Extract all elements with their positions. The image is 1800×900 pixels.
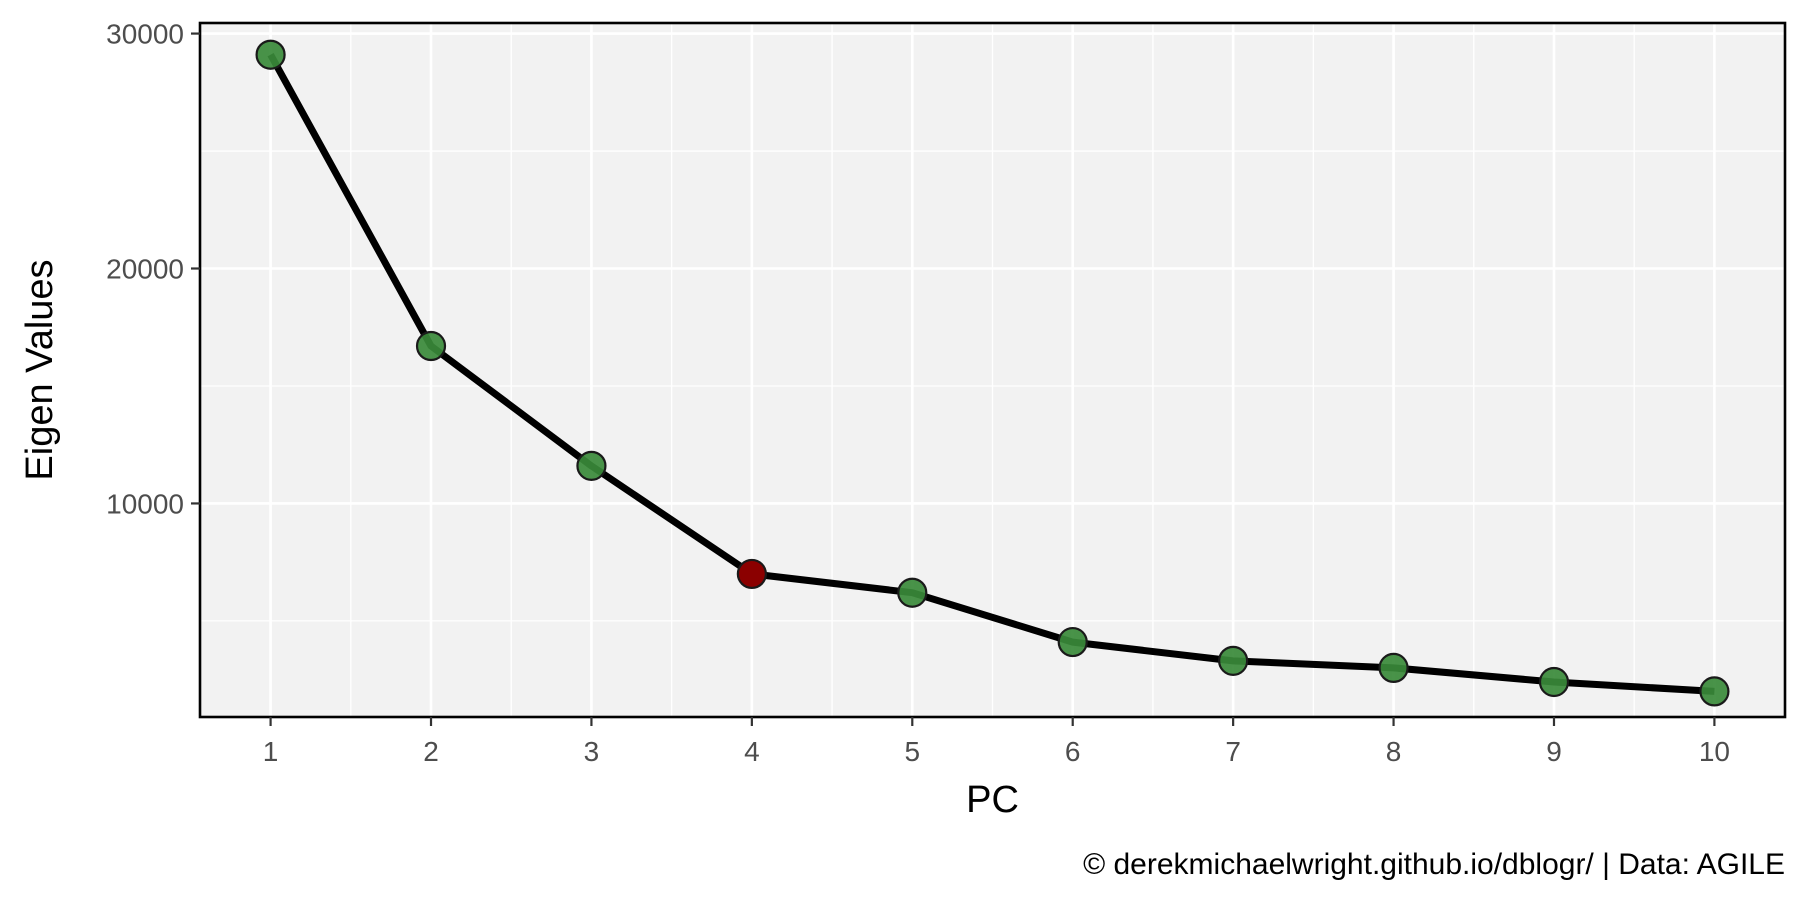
- x-axis-title: PC: [966, 779, 1019, 821]
- data-point: [255, 39, 286, 70]
- x-tick-label: 3: [584, 736, 600, 767]
- data-point: [1538, 666, 1570, 698]
- data-point: [1699, 676, 1730, 707]
- data-point: [415, 330, 447, 362]
- y-tick-label: 30000: [106, 19, 184, 50]
- axis-ticks: [191, 32, 1716, 726]
- x-tick-label: 5: [904, 736, 920, 767]
- data-point: [576, 450, 607, 481]
- data-point: [897, 577, 928, 608]
- x-tick-label: 4: [744, 736, 760, 767]
- series-line: [267, 53, 1715, 695]
- x-tick-label: 10: [1699, 736, 1730, 767]
- x-tick-labels: 1 2 3 4 5 6 7 8 9 10: [263, 736, 1730, 767]
- plot-border: [198, 21, 1787, 719]
- y-tick-label: 10000: [106, 488, 184, 519]
- major-gridlines: [200, 23, 1785, 717]
- x-tick-label: 2: [423, 736, 439, 767]
- data-point: [1218, 645, 1249, 676]
- x-tick-label: 9: [1546, 736, 1562, 767]
- x-tick-label: 1: [263, 736, 279, 767]
- data-point: [1378, 652, 1409, 683]
- data-points: [255, 39, 1730, 707]
- y-tick-label: 20000: [106, 254, 184, 285]
- x-tick-label: 6: [1065, 736, 1081, 767]
- x-tick-label: 7: [1225, 736, 1241, 767]
- x-tick-label: 8: [1386, 736, 1402, 767]
- y-axis-title: Eigen Values: [19, 259, 61, 480]
- data-point-highlight: [736, 558, 767, 590]
- caption-credit: © derekmichaelwright.github.io/dblogr/ |…: [1083, 848, 1785, 881]
- data-point: [1057, 626, 1088, 658]
- y-tick-labels: 10000 20000 30000: [106, 19, 184, 520]
